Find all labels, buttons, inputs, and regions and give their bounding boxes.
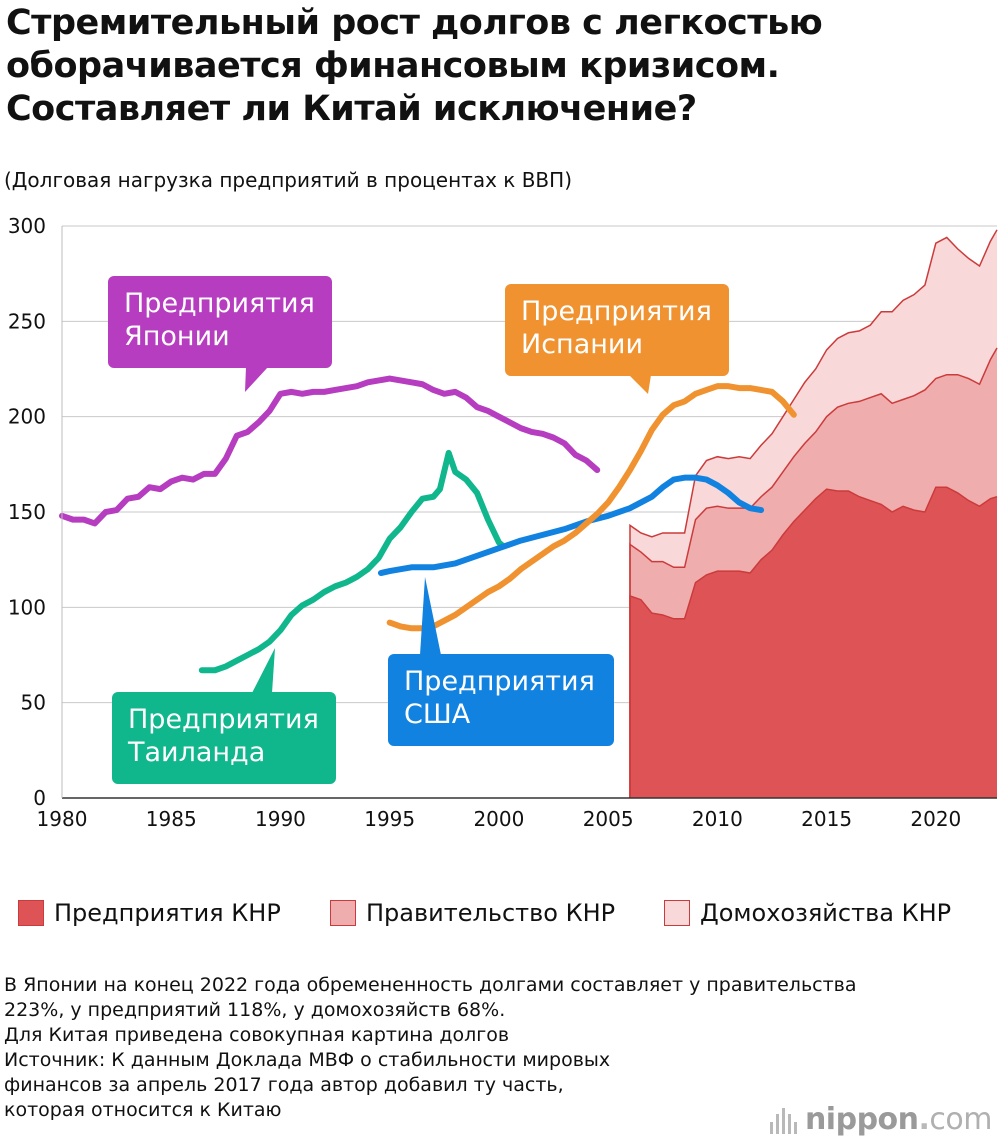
- callout-label: Предприятия: [521, 296, 712, 327]
- x-tick-label: 2015: [801, 807, 852, 831]
- y-tick-label: 200: [8, 405, 46, 429]
- callout-pointer: [420, 577, 441, 655]
- footnotes: В Японии на конец 2022 года обремененнос…: [4, 973, 994, 1123]
- x-tick-label: 2010: [692, 807, 743, 831]
- legend-swatch: [18, 900, 44, 926]
- legend-item-government: Правительство КНР: [330, 895, 615, 931]
- callout-label: США: [404, 699, 471, 730]
- area-china-households: [629, 229, 997, 568]
- x-tick-label: 1985: [146, 807, 197, 831]
- callout-label: Предприятия: [128, 704, 319, 735]
- callout-label: Японии: [124, 321, 230, 352]
- note-line: В Японии на конец 2022 года обремененнос…: [4, 974, 857, 996]
- x-tick-label: 1995: [364, 807, 415, 831]
- x-tick-label: 2005: [583, 807, 634, 831]
- y-tick-label: 150: [8, 500, 46, 524]
- area-outline: [629, 229, 998, 798]
- note-line: Источник: К данным Доклада МВФ о стабиль…: [4, 1049, 611, 1071]
- nippon-logo: nippon.com: [769, 1102, 993, 1137]
- legend-label: Предприятия КНР: [54, 899, 281, 927]
- chart-title: Стремительный рост долгов с легкостью об…: [6, 2, 996, 131]
- y-tick-label: 0: [33, 786, 46, 810]
- callout-pointer: [245, 367, 268, 392]
- y-tick-label: 300: [8, 214, 46, 238]
- callout-pointer: [629, 375, 651, 394]
- legend-swatch: [330, 900, 356, 926]
- x-tick-label: 1990: [255, 807, 306, 831]
- logo-bars-icon: [769, 1106, 797, 1134]
- callout-box: [388, 654, 614, 746]
- legend-label: Домохозяйства КНР: [700, 899, 952, 927]
- x-tick-label: 2000: [473, 807, 524, 831]
- logo-name: nippon: [804, 1102, 919, 1137]
- logo-dot: .: [918, 1102, 930, 1137]
- title-line: Составляет ли Китай исключение?: [6, 89, 697, 129]
- legend-item-enterprises: Предприятия КНР: [18, 895, 281, 931]
- chart-subtitle: (Долговая нагрузка предприятий в процент…: [4, 168, 572, 192]
- note-line: которая относится к Китаю: [4, 1099, 282, 1121]
- legend-swatch: [664, 900, 690, 926]
- axis-layer: 0 50 100 150 200 250 300 1980 1985 1990 1995 2000 20…: [8, 214, 997, 831]
- line-spain-enterprises: [386, 383, 797, 632]
- callout-pointer: [252, 648, 275, 693]
- legend-label: Правительство КНР: [366, 899, 616, 927]
- note-line: 223%, у предприятий 118%, у домохозяйств…: [4, 999, 506, 1021]
- title-line: Стремительный рост долгов с легкостью: [6, 3, 823, 43]
- x-tick-label: 1980: [37, 807, 88, 831]
- china-area-layer: [629, 229, 998, 798]
- logo-wordmark: nippon.com: [804, 1102, 993, 1137]
- callout-layer: ПредприятияЯпонииПредприятияТаиландаПред…: [108, 276, 729, 784]
- callout-box: [112, 692, 336, 784]
- x-tick-label: 2020: [910, 807, 961, 831]
- callout-label: Предприятия: [404, 666, 595, 697]
- callout-label: Таиланда: [127, 737, 265, 768]
- callout-box: [505, 284, 729, 376]
- callout-box: [108, 276, 332, 368]
- logo-suffix: com: [929, 1102, 992, 1137]
- area-china-government: [629, 348, 997, 619]
- note-line: Для Китая приведена совокупная картина д…: [4, 1024, 510, 1046]
- area-outline: [629, 486, 998, 798]
- y-tick-label: 250: [8, 309, 46, 333]
- series-line-layer: [59, 375, 797, 674]
- legend-item-households: Домохозяйства КНР: [664, 895, 951, 931]
- callout-label: Испании: [521, 329, 643, 360]
- debt-chart: 0 50 100 150 200 250 300 1980 1985 1990 1995 2000 20…: [8, 214, 998, 831]
- line-us-enterprises: [377, 474, 765, 577]
- legend: Предприятия КНР Правительство КНР Домохо…: [18, 895, 998, 935]
- area-outline: [629, 347, 998, 798]
- callout-label: Предприятия: [124, 288, 315, 319]
- y-tick-label: 100: [8, 595, 46, 619]
- line-thailand-enterprises: [198, 449, 507, 674]
- line-japan-enterprises: [59, 375, 601, 527]
- title-line: оборачивается финансовым кризисом.: [6, 46, 780, 86]
- y-tick-label: 50: [21, 691, 46, 715]
- area-china-enterprises: [629, 487, 997, 798]
- note-line: финансов за апрель 2017 года автор добав…: [4, 1074, 564, 1096]
